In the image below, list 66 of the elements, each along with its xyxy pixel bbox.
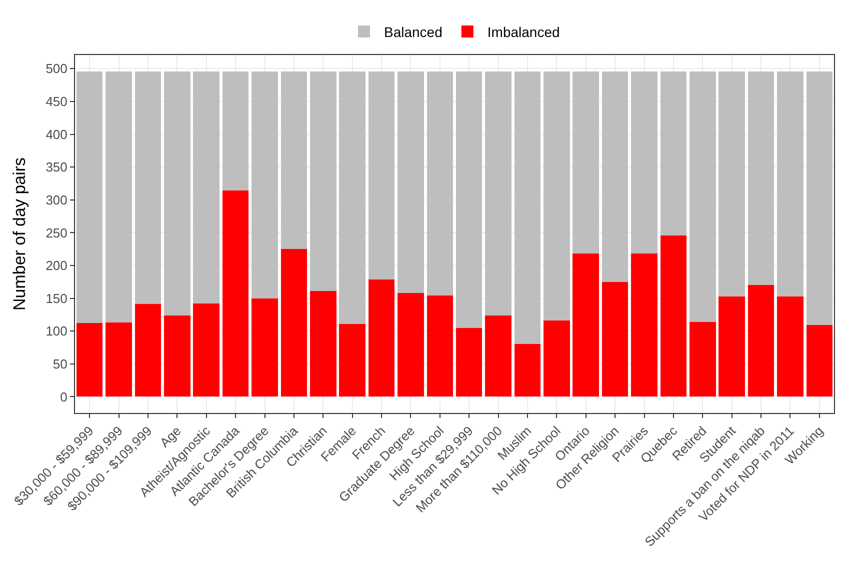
bar bbox=[134, 304, 162, 397]
bar bbox=[398, 293, 424, 397]
bar bbox=[193, 304, 220, 397]
bar bbox=[514, 344, 541, 397]
y-tick-label: 300 bbox=[46, 192, 68, 208]
bar bbox=[485, 71, 512, 316]
bar bbox=[660, 235, 687, 397]
bar bbox=[106, 322, 132, 397]
y-tick-label: 50 bbox=[52, 356, 68, 372]
bar bbox=[426, 296, 454, 397]
bar bbox=[544, 320, 570, 397]
bar bbox=[748, 71, 774, 286]
bar bbox=[252, 71, 278, 298]
bar bbox=[748, 285, 774, 397]
bar bbox=[134, 71, 162, 304]
bar bbox=[193, 71, 220, 304]
bar bbox=[572, 71, 599, 254]
bar bbox=[76, 71, 103, 324]
bar bbox=[602, 71, 628, 282]
bar bbox=[602, 282, 628, 397]
bar bbox=[806, 325, 833, 397]
bar bbox=[280, 71, 308, 250]
y-tick-label: 400 bbox=[46, 126, 68, 142]
bar bbox=[456, 328, 482, 397]
y-tick-label: 450 bbox=[46, 94, 68, 110]
bar bbox=[164, 71, 190, 316]
legend-label: Balanced bbox=[384, 24, 442, 40]
bar bbox=[544, 71, 570, 321]
bar bbox=[777, 296, 804, 397]
y-tick-label: 0 bbox=[60, 389, 68, 404]
bar bbox=[310, 291, 336, 397]
y-tick-label: 350 bbox=[46, 160, 68, 175]
y-tick-label: 250 bbox=[46, 225, 68, 240]
y-tick-label: 200 bbox=[46, 258, 68, 274]
bar bbox=[106, 71, 132, 323]
bar bbox=[339, 71, 366, 324]
bar bbox=[718, 71, 745, 296]
bar bbox=[806, 71, 833, 326]
bar bbox=[310, 71, 336, 292]
y-tick-label: 500 bbox=[46, 61, 68, 76]
bar bbox=[280, 249, 308, 397]
bar bbox=[398, 71, 424, 294]
bar bbox=[164, 315, 190, 397]
bar bbox=[426, 71, 454, 296]
bar bbox=[368, 279, 395, 397]
bar bbox=[660, 71, 687, 236]
bar bbox=[514, 71, 541, 344]
bar bbox=[456, 71, 482, 328]
bar bbox=[76, 323, 103, 397]
bar bbox=[572, 254, 599, 397]
bar bbox=[368, 71, 395, 280]
bar bbox=[631, 254, 658, 397]
y-tick-label: 100 bbox=[46, 324, 68, 339]
bar bbox=[222, 71, 249, 191]
bar bbox=[252, 298, 278, 397]
bar bbox=[339, 324, 366, 397]
bar bbox=[718, 296, 745, 397]
y-tick-label: 150 bbox=[46, 290, 68, 306]
bar bbox=[631, 71, 658, 254]
bar bbox=[690, 322, 716, 397]
legend-label: Imbalanced bbox=[487, 24, 560, 40]
bar bbox=[222, 190, 249, 397]
y-axis-title: Number of day pairs bbox=[10, 157, 30, 311]
bar bbox=[777, 71, 804, 296]
bar bbox=[690, 71, 716, 322]
bar bbox=[485, 315, 512, 397]
